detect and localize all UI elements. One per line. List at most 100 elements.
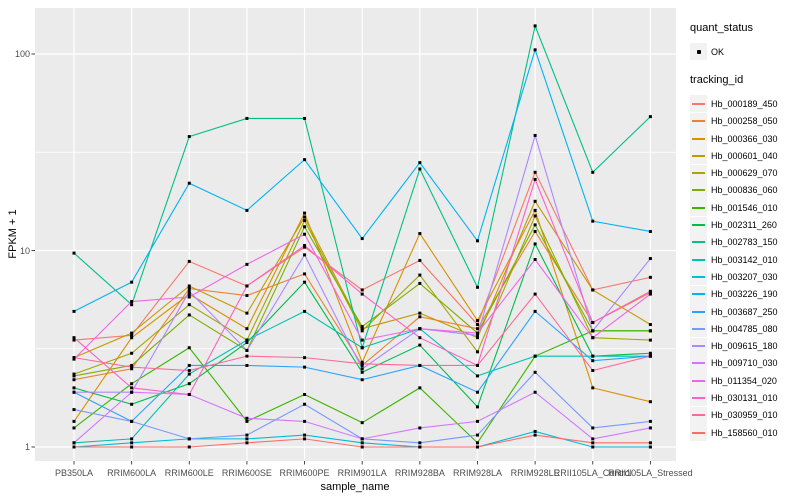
data-point bbox=[72, 386, 76, 390]
data-point bbox=[303, 280, 307, 284]
data-point bbox=[475, 350, 479, 354]
x-axis-title: sample_name bbox=[320, 481, 390, 493]
data-point bbox=[245, 338, 249, 342]
data-point bbox=[187, 287, 191, 291]
data-point bbox=[418, 386, 422, 390]
data-point bbox=[130, 419, 134, 423]
data-point bbox=[187, 437, 191, 441]
legend-entry-label: Hb_000366_030 bbox=[711, 133, 778, 144]
x-tick-label: RRIM901LA bbox=[337, 468, 387, 478]
data-point bbox=[303, 158, 307, 162]
data-point bbox=[187, 259, 191, 263]
data-point bbox=[245, 311, 249, 315]
x-tick-label: RRIM600PE bbox=[279, 468, 330, 478]
legend-entry-label: Hb_003226_190 bbox=[711, 289, 778, 300]
data-point bbox=[245, 419, 249, 423]
data-point bbox=[591, 441, 595, 445]
data-point bbox=[360, 367, 364, 371]
data-point bbox=[130, 402, 134, 406]
data-point bbox=[648, 419, 652, 423]
data-point bbox=[475, 239, 479, 243]
data-point bbox=[303, 309, 307, 313]
data-point bbox=[418, 363, 422, 367]
legend-ok-label: OK bbox=[711, 46, 725, 57]
y-axis-title: FPKM + 1 bbox=[7, 209, 19, 259]
data-point bbox=[72, 251, 76, 255]
data-point bbox=[418, 315, 422, 319]
data-point bbox=[72, 338, 76, 342]
data-point bbox=[475, 445, 479, 449]
data-point bbox=[591, 336, 595, 340]
data-point bbox=[533, 177, 537, 181]
data-point bbox=[360, 288, 364, 292]
data-point bbox=[245, 327, 249, 331]
data-point bbox=[187, 295, 191, 299]
data-point bbox=[648, 289, 652, 293]
data-point bbox=[245, 284, 249, 288]
data-point bbox=[187, 445, 191, 449]
data-point bbox=[72, 390, 76, 394]
data-point bbox=[533, 208, 537, 212]
legend-entry-Hb_003687_250: Hb_003687_250 bbox=[690, 303, 798, 320]
legend-entry-label: Hb_000836_060 bbox=[711, 185, 778, 196]
data-point bbox=[591, 386, 595, 390]
legend-key-box bbox=[690, 268, 707, 286]
legend-entry-label: Hb_003207_030 bbox=[711, 271, 778, 282]
data-point bbox=[245, 437, 249, 441]
line-swatch-icon bbox=[692, 345, 705, 348]
data-point bbox=[72, 356, 76, 360]
data-point bbox=[648, 400, 652, 404]
legend-entry-Hb_030131_010: Hb_030131_010 bbox=[690, 389, 798, 407]
legend-key-box bbox=[690, 303, 707, 320]
data-point bbox=[187, 346, 191, 350]
legend-entry-Hb_000601_040: Hb_000601_040 bbox=[690, 147, 798, 165]
line-swatch-icon bbox=[692, 172, 705, 175]
line-swatch-icon bbox=[692, 310, 705, 313]
data-point bbox=[533, 242, 537, 246]
data-point bbox=[533, 309, 537, 313]
data-point bbox=[533, 214, 537, 218]
legend-entry-label: Hb_158560_010 bbox=[711, 427, 778, 438]
data-point bbox=[72, 309, 76, 313]
legend-key-box bbox=[690, 372, 707, 390]
data-point bbox=[360, 421, 364, 425]
data-point bbox=[591, 321, 595, 325]
legend-entry-Hb_009710_030: Hb_009710_030 bbox=[690, 354, 798, 372]
y-tick-label: 1 bbox=[24, 442, 30, 452]
data-point bbox=[245, 348, 249, 352]
legend-entry-label: Hb_004785_080 bbox=[711, 323, 778, 334]
x-tick-label: RRIM600LE bbox=[164, 468, 214, 478]
data-point bbox=[72, 426, 76, 430]
data-point bbox=[130, 445, 134, 449]
data-point bbox=[72, 445, 76, 449]
data-point bbox=[130, 367, 134, 371]
line-swatch-icon bbox=[692, 396, 705, 399]
data-point bbox=[187, 181, 191, 185]
data-point bbox=[533, 170, 537, 174]
data-point bbox=[245, 262, 249, 266]
legend: quant_status OK tracking_id Hb_000189_45… bbox=[690, 22, 798, 442]
legend-key-box bbox=[690, 130, 707, 148]
data-point bbox=[360, 363, 364, 367]
data-point bbox=[360, 370, 364, 374]
legend-key-box bbox=[690, 216, 707, 234]
data-point bbox=[130, 333, 134, 337]
data-point bbox=[187, 289, 191, 293]
data-point bbox=[130, 390, 134, 394]
data-point bbox=[303, 211, 307, 215]
data-point bbox=[533, 433, 537, 437]
data-point bbox=[360, 292, 364, 296]
data-point bbox=[591, 359, 595, 363]
data-point bbox=[303, 272, 307, 276]
data-point bbox=[475, 336, 479, 340]
data-point bbox=[475, 390, 479, 394]
line-swatch-icon bbox=[692, 414, 705, 417]
data-point bbox=[648, 292, 652, 296]
data-point bbox=[245, 341, 249, 345]
line-swatch-icon bbox=[692, 362, 705, 365]
data-point bbox=[418, 258, 422, 262]
data-point bbox=[418, 311, 422, 315]
data-point bbox=[418, 426, 422, 430]
legend-entry-label: Hb_002311_260 bbox=[711, 220, 777, 231]
